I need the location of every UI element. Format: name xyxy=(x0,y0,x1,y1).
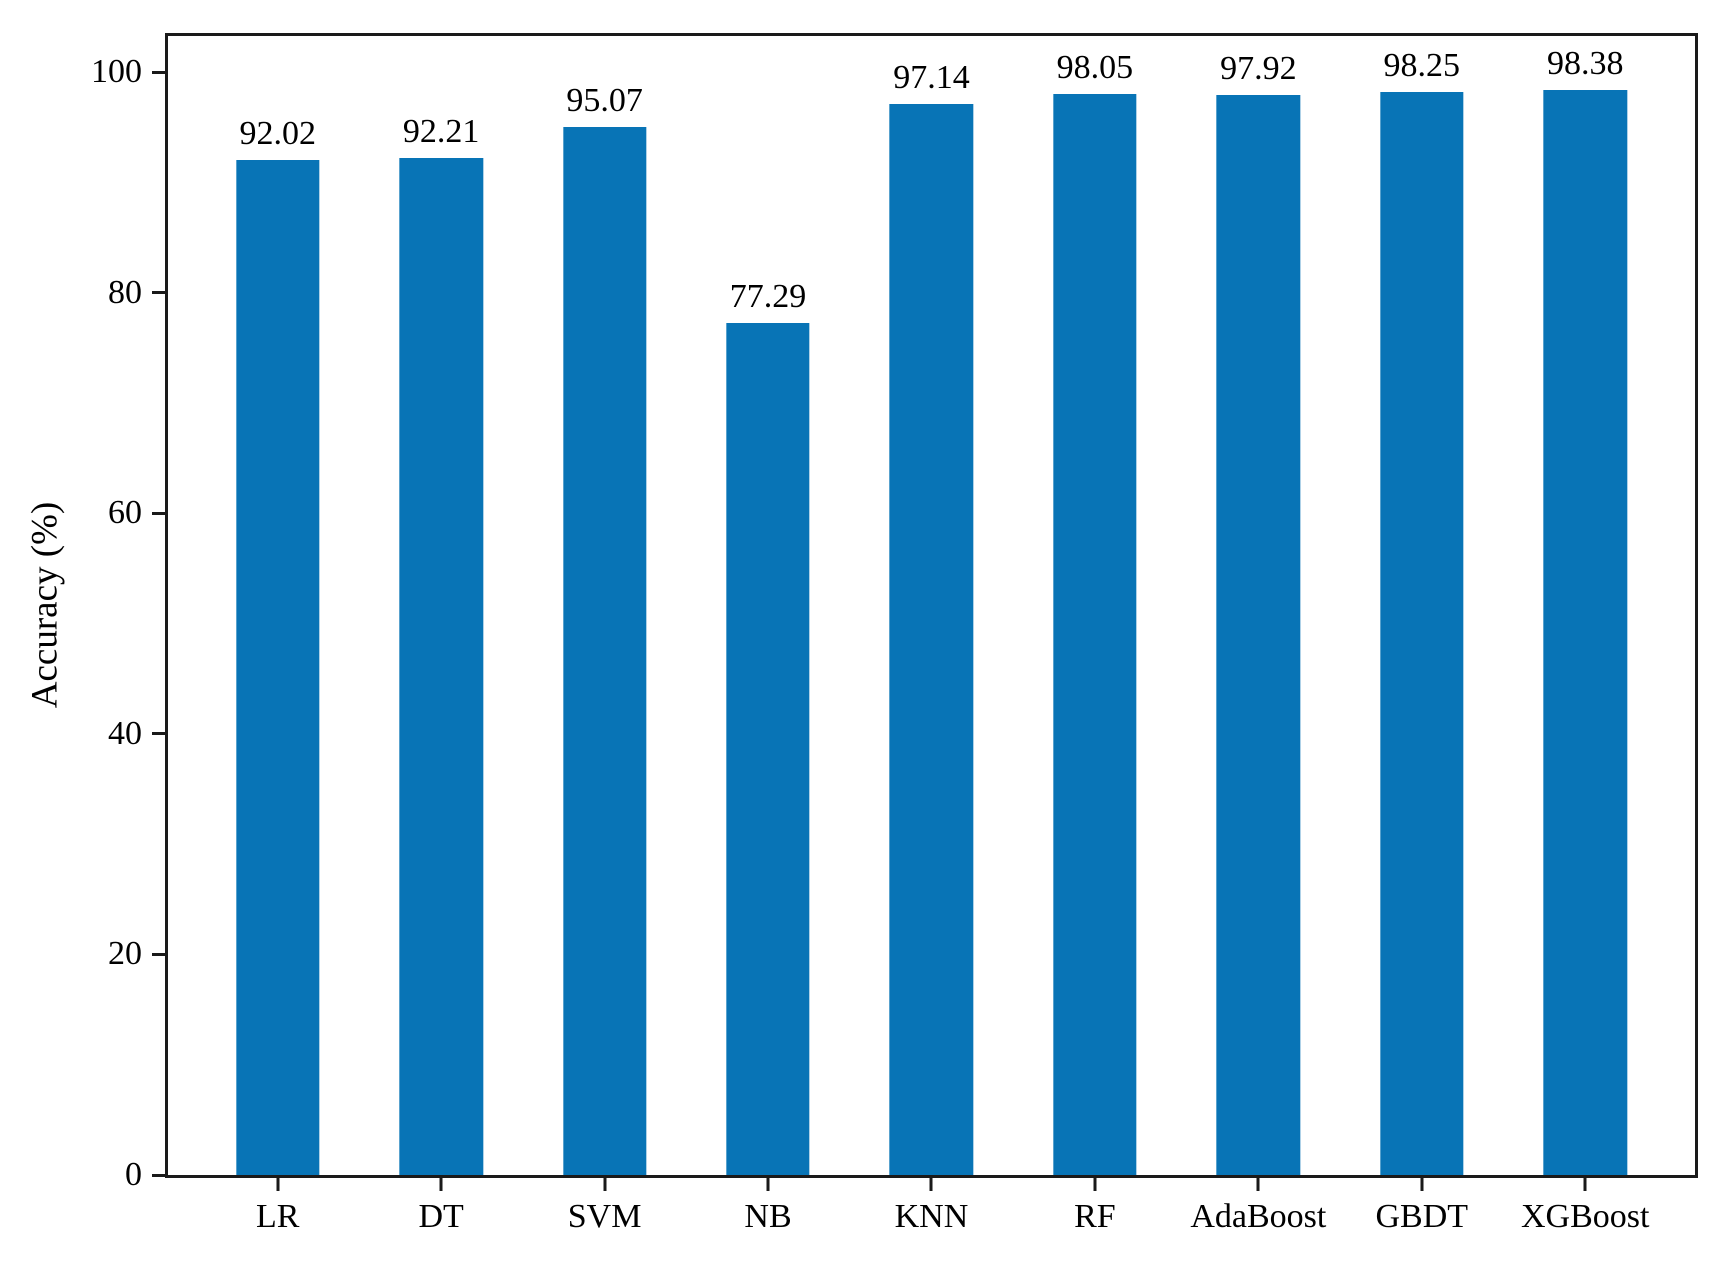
y-tick-mark xyxy=(152,1173,165,1177)
x-category-label: NB xyxy=(744,1198,792,1235)
y-tick-mark xyxy=(152,70,165,74)
bar-value-label: 92.02 xyxy=(239,115,316,153)
x-tick-mark xyxy=(1420,1178,1424,1191)
bar-value-label: 98.25 xyxy=(1383,46,1461,84)
x-category-label: AdaBoost xyxy=(1190,1198,1327,1235)
bar-value-label: 97.92 xyxy=(1220,50,1297,88)
x-tick-mark xyxy=(276,1178,280,1191)
x-tick-mark xyxy=(439,1178,443,1191)
bar-value-label: 97.14 xyxy=(893,58,970,96)
bar xyxy=(726,322,810,1175)
x-category-label: GBDT xyxy=(1375,1198,1469,1235)
y-tick-label: 80 xyxy=(108,273,142,311)
bar xyxy=(1216,95,1301,1175)
x-category-label: XGBoost xyxy=(1520,1198,1650,1235)
bar-slot-dt: 92.21 DT xyxy=(359,36,522,1234)
bar-slot-nb: 77.29 NB xyxy=(686,36,849,1234)
bar xyxy=(889,103,974,1175)
y-tick-label: 20 xyxy=(108,935,142,973)
bar xyxy=(399,158,483,1175)
bar-slot-knn: 97.14 KNN xyxy=(850,36,1013,1234)
x-category-label: LR xyxy=(255,1198,300,1235)
bar-slot-adaboost: 97.92 AdaBoost xyxy=(1177,36,1340,1234)
bar-slot-gbdt: 98.25 GBDT xyxy=(1340,36,1503,1233)
y-tick-label: 60 xyxy=(108,494,142,532)
x-category-label: SVM xyxy=(567,1198,642,1235)
y-axis-title: Accuracy (%) xyxy=(24,501,66,709)
x-tick-mark xyxy=(1256,1178,1260,1191)
y-tick-mark xyxy=(152,732,165,736)
y-axis: 0 20 40 60 80 100 xyxy=(91,36,1695,1193)
plot-area: 0 20 40 60 80 100 92.02 LR 92.21 DT 95.07 SVM 77.29… xyxy=(91,33,1698,1234)
y-tick-mark xyxy=(152,952,165,956)
x-tick-mark xyxy=(929,1178,933,1191)
bar-slot-xgboost: 98.38 XGBoost xyxy=(1504,36,1667,1234)
bar-slot-rf: 98.05 RF xyxy=(1013,36,1176,1234)
bar-value-label: 92.21 xyxy=(402,113,480,151)
bar-value-label: 98.05 xyxy=(1056,48,1134,86)
x-tick-mark xyxy=(1583,1178,1587,1191)
y-tick-label: 100 xyxy=(91,53,142,91)
bar xyxy=(1053,93,1137,1175)
y-tick-mark xyxy=(152,291,165,295)
bar-value-label: 95.07 xyxy=(566,81,643,119)
bar xyxy=(1380,91,1464,1175)
bar xyxy=(236,160,320,1175)
bar xyxy=(1543,90,1627,1175)
x-category-label: KNN xyxy=(894,1198,969,1235)
x-tick-mark xyxy=(603,1178,607,1191)
x-category-label: DT xyxy=(418,1198,464,1235)
bars-layer: 92.02 LR 92.21 DT 95.07 SVM 77.29 NB 97.14 KNN 98.… xyxy=(168,36,1695,1234)
y-tick-mark xyxy=(152,511,165,515)
y-tick-label: 40 xyxy=(108,714,142,752)
bar-slot-lr: 92.02 LR xyxy=(196,36,359,1234)
bar xyxy=(562,126,647,1175)
x-tick-mark xyxy=(1093,1178,1097,1191)
x-tick-mark xyxy=(766,1178,770,1191)
bar-value-label: 77.29 xyxy=(729,277,807,315)
y-tick-label: 0 xyxy=(125,1156,142,1193)
bar-value-label: 98.38 xyxy=(1546,45,1624,83)
bar-slot-svm: 95.07 SVM xyxy=(523,36,686,1234)
x-category-label: RF xyxy=(1074,1198,1116,1235)
